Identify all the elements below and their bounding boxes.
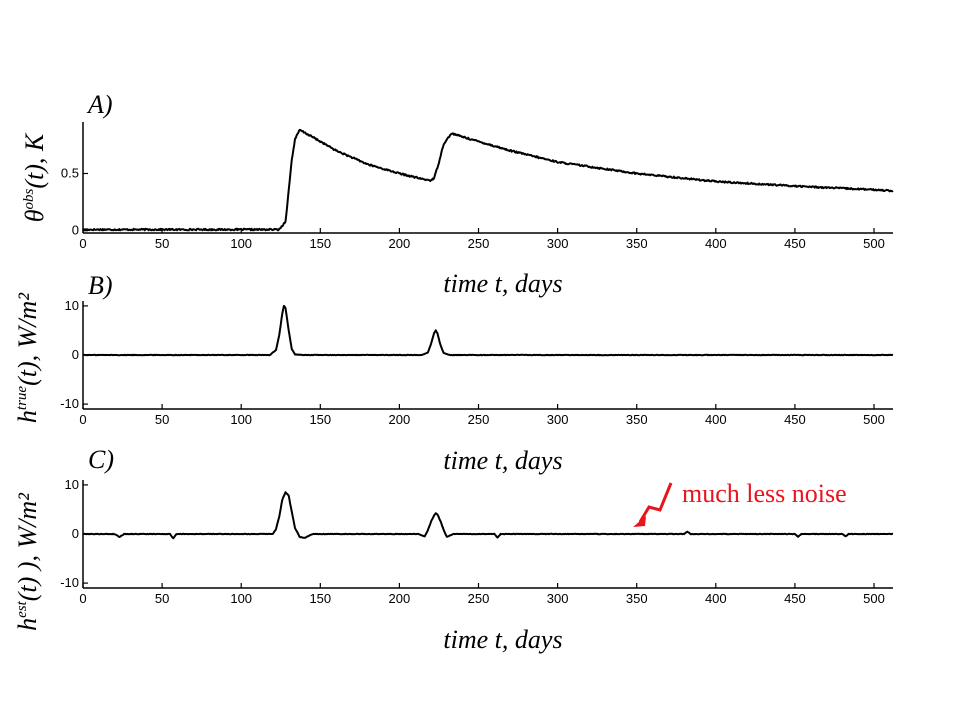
x-tick-label: 500 xyxy=(863,236,885,251)
annotation-arrowhead xyxy=(633,516,646,527)
panel-label: C) xyxy=(88,445,114,474)
x-tick-label: 500 xyxy=(863,412,885,427)
x-tick-label: 0 xyxy=(79,412,86,427)
x-tick-label: 200 xyxy=(389,591,411,606)
x-tick-label: 50 xyxy=(155,236,169,251)
y-tick-label: 10 xyxy=(65,298,79,313)
x-tick-label: 50 xyxy=(155,591,169,606)
x-tick-label: 100 xyxy=(230,236,252,251)
x-tick-label: 450 xyxy=(784,591,806,606)
y-tick-label: 0 xyxy=(72,223,79,238)
x-tick-label: 350 xyxy=(626,412,648,427)
x-tick-label: 450 xyxy=(784,236,806,251)
series-line xyxy=(82,491,894,540)
x-tick-label: 0 xyxy=(79,236,86,251)
y-tick-label: -10 xyxy=(60,396,79,411)
y-tick-label: 0.5 xyxy=(61,165,79,180)
x-tick-label: 350 xyxy=(626,236,648,251)
annotation-arrow xyxy=(638,482,673,523)
x-tick-label: 450 xyxy=(784,412,806,427)
x-tick-label: 250 xyxy=(468,591,490,606)
x-tick-label: 250 xyxy=(468,412,490,427)
x-tick-label: 200 xyxy=(389,412,411,427)
x-tick-label: 300 xyxy=(547,236,569,251)
y-tick-label: -10 xyxy=(60,575,79,590)
series-line xyxy=(82,304,894,357)
x-axis-label: time t, days xyxy=(443,625,562,654)
x-tick-label: 150 xyxy=(309,591,331,606)
chart-panel-2: 0 50 100 150 200 250 300 350 400 450 500-10010B)ti… xyxy=(13,271,894,475)
x-tick-label: 300 xyxy=(547,412,569,427)
y-tick-label: 0 xyxy=(72,526,79,541)
x-tick-label: 200 xyxy=(389,236,411,251)
chart-panel-3: 0 50 100 150 200 250 300 350 400 450 500-10010C)ti… xyxy=(13,445,894,654)
x-tick-label: 150 xyxy=(309,412,331,427)
x-tick-label: 100 xyxy=(230,591,252,606)
y-tick-label: 0 xyxy=(72,347,79,362)
annotation-text: much less noise xyxy=(682,479,847,508)
y-axis-label: hest(t) ), W/m² xyxy=(13,492,42,631)
x-axis-label: time t, days xyxy=(443,446,562,475)
x-tick-label: 400 xyxy=(705,236,727,251)
y-tick-label: 10 xyxy=(65,477,79,492)
y-axis-label: htrue(t), W/m² xyxy=(13,292,42,423)
x-tick-label: 50 xyxy=(155,412,169,427)
chart-panel-1: 0 50 100 150 200 250 300 350 400 450 500 0 0.5 A) time… xyxy=(20,90,894,298)
x-tick-label: 300 xyxy=(547,591,569,606)
x-tick-label: 400 xyxy=(705,591,727,606)
x-tick-label: 350 xyxy=(626,591,648,606)
y-axis-label: θobs(t), K xyxy=(20,132,49,222)
x-tick-label: 400 xyxy=(705,412,727,427)
series-line xyxy=(82,128,894,232)
x-tick-label: 150 xyxy=(309,236,331,251)
x-tick-label: 500 xyxy=(863,591,885,606)
x-tick-label: 100 xyxy=(230,412,252,427)
panel-label: A) xyxy=(86,90,113,119)
x-tick-label: 0 xyxy=(79,591,86,606)
panel-label: B) xyxy=(88,271,113,300)
x-axis-label: time t, days xyxy=(443,269,562,298)
x-tick-label: 250 xyxy=(468,236,490,251)
